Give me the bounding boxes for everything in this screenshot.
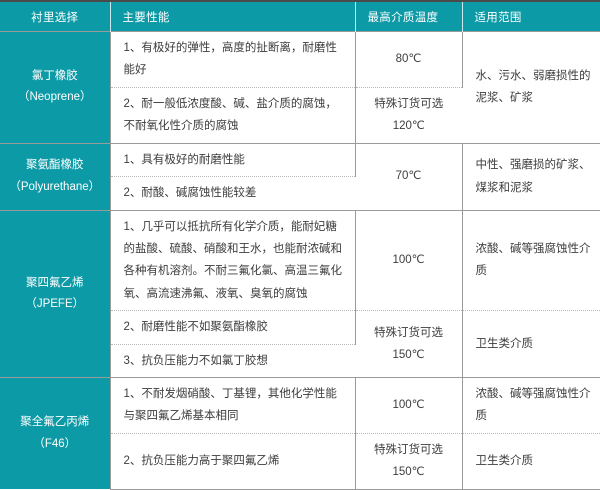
table-row: 聚四氟乙烯 （JPEFE） 1、几乎可以抵抗所有化学介质，能耐妃糖的盐酸、硫酸、…	[0, 209, 600, 378]
lining-name-cn: 聚氨酯橡胶	[26, 159, 84, 172]
temperature-line: 特殊订货可选	[374, 443, 443, 456]
temperature-line: 150℃	[392, 349, 425, 362]
column-header-application-range: 适用范围	[462, 0, 600, 32]
table-row: 2、耐酸、碱腐蚀性能较差	[0, 176, 600, 211]
application-range-cell: 浓酸、碱等强腐蚀性介 质	[462, 209, 600, 311]
performance-cell: 2、抗负压能力高于聚四氟乙烯	[110, 432, 356, 490]
temperature-cell: 特殊订货可选 120℃	[355, 86, 462, 144]
lining-name-cell-polyurethane: 聚氨酯橡胶 （Polyurethane）	[0, 142, 111, 211]
performance-cell: 2、耐酸、碱腐蚀性能较差	[110, 176, 355, 211]
lining-name-cn: 聚四氟乙烯	[26, 276, 84, 289]
lining-name-cell-f46: 聚全氟乙丙烯 （F46）	[0, 377, 111, 490]
temperature-line: 80℃	[395, 53, 422, 66]
range-line: 质	[475, 410, 488, 423]
table-header: 衬里选择 主要性能 最高介质温度 适用范围	[0, 0, 600, 32]
performance-cell: 1、几乎可以抵抗所有化学介质，能耐妃糖的盐酸、硫酸、硝酸和王水，也能耐浓碱和各种…	[110, 209, 356, 311]
table-row: 氯丁橡胶 （Neoprene） 1、有极好的弹性，高度的扯断离，耐磨性能好 80…	[0, 31, 600, 144]
temperature-cell: 特殊订货可选 150℃	[355, 310, 463, 378]
lining-name-en: （Polyurethane）	[9, 180, 101, 193]
range-line: 浓酸、碱等强腐蚀性介	[475, 388, 591, 401]
performance-cell: 2、耐一般低浓度酸、碱、盐介质的腐蚀，不耐氧化性介质的腐蚀	[110, 86, 356, 144]
application-range-cell: 水、污水、弱磨损性的 泥浆、矿浆	[462, 31, 600, 144]
range-line: 泥浆、矿浆	[475, 92, 534, 105]
temperature-cell: 100℃	[355, 209, 463, 311]
table-row: 3、抗负压能力不如氯丁胶想	[0, 343, 600, 378]
lining-name-cell-neoprene: 氯丁橡胶 （Neoprene）	[0, 31, 111, 144]
temperature-line: 100℃	[392, 399, 425, 412]
temperature-line: 特殊订货可选	[374, 326, 443, 339]
column-header-main-performance: 主要性能	[110, 0, 356, 32]
table-row: 2、耐磨性能不如聚氨酯橡胶 特殊订货可选 150℃ 卫生类介质	[0, 310, 600, 378]
performance-cell: 1、有极好的弹性，高度的扯断离，耐磨性能好	[110, 31, 356, 88]
lining-name-cn: 聚全氟乙丙烯	[20, 416, 90, 429]
application-range-cell: 浓酸、碱等强腐蚀性介 质	[462, 377, 600, 434]
performance-cell: 1、不耐发烟硝酸、丁基锂，其他化学性能与聚四氟乙烯基本相同	[110, 377, 356, 434]
range-line: 质	[475, 265, 488, 278]
temperature-line: 100℃	[392, 254, 425, 267]
performance-cell: 2、耐磨性能不如聚氨酯橡胶	[110, 310, 356, 345]
range-line: 水、污水、弱磨损性的	[475, 69, 591, 82]
range-line: 卫生类介质	[475, 455, 534, 468]
temperature-line: 特殊订货可选	[374, 97, 444, 110]
temperature-line: 70℃	[395, 170, 422, 183]
header-row: 衬里选择 主要性能 最高介质温度 适用范围	[0, 0, 600, 32]
performance-cell: 3、抗负压能力不如氯丁胶想	[110, 343, 355, 378]
table-row: 聚氨酯橡胶 （Polyurethane） 1、具有极好的耐磨性能 70℃ 中性、…	[0, 142, 600, 211]
performance-cell: 1、具有极好的耐磨性能	[110, 142, 356, 177]
range-line: 中性、强磨损的矿浆、	[475, 159, 591, 172]
temperature-cell: 特殊订货可选 150℃	[355, 432, 463, 490]
temperature-cell: 100℃	[355, 377, 463, 434]
application-range-cell: 卫生类介质	[462, 310, 600, 378]
application-range-cell: 卫生类介质	[462, 432, 600, 490]
lining-name-en: （Neoprene）	[17, 91, 92, 104]
range-line: 浓酸、碱等强腐蚀性介	[475, 242, 591, 255]
column-header-max-medium-temperature: 最高介质温度	[355, 0, 463, 32]
range-line: 卫生类介质	[475, 337, 534, 350]
range-line: 煤浆和泥浆	[475, 181, 534, 194]
column-header-lining-selection: 衬里选择	[0, 0, 111, 32]
table-row: 2、耐一般低浓度酸、碱、盐介质的腐蚀，不耐氧化性介质的腐蚀 特殊订货可选 120…	[0, 86, 600, 144]
application-range-cell: 中性、强磨损的矿浆、 煤浆和泥浆	[462, 142, 600, 211]
lining-name-cn: 氯丁橡胶	[31, 70, 78, 83]
table-body: 氯丁橡胶 （Neoprene） 1、有极好的弹性，高度的扯断离，耐磨性能好 80…	[0, 31, 600, 490]
temperature-line: 150℃	[392, 466, 425, 479]
table-row: 聚全氟乙丙烯 （F46） 1、不耐发烟硝酸、丁基锂，其他化学性能与聚四氟乙烯基本…	[0, 377, 600, 490]
temperature-cell: 80℃	[355, 31, 463, 88]
lining-name-cell-jpefe: 聚四氟乙烯 （JPEFE）	[0, 209, 111, 378]
temperature-line: 120℃	[392, 120, 425, 133]
lining-name-en: （F46）	[33, 437, 77, 450]
temperature-cell: 70℃	[355, 142, 463, 211]
lining-name-en: （JPEFE）	[25, 297, 85, 310]
